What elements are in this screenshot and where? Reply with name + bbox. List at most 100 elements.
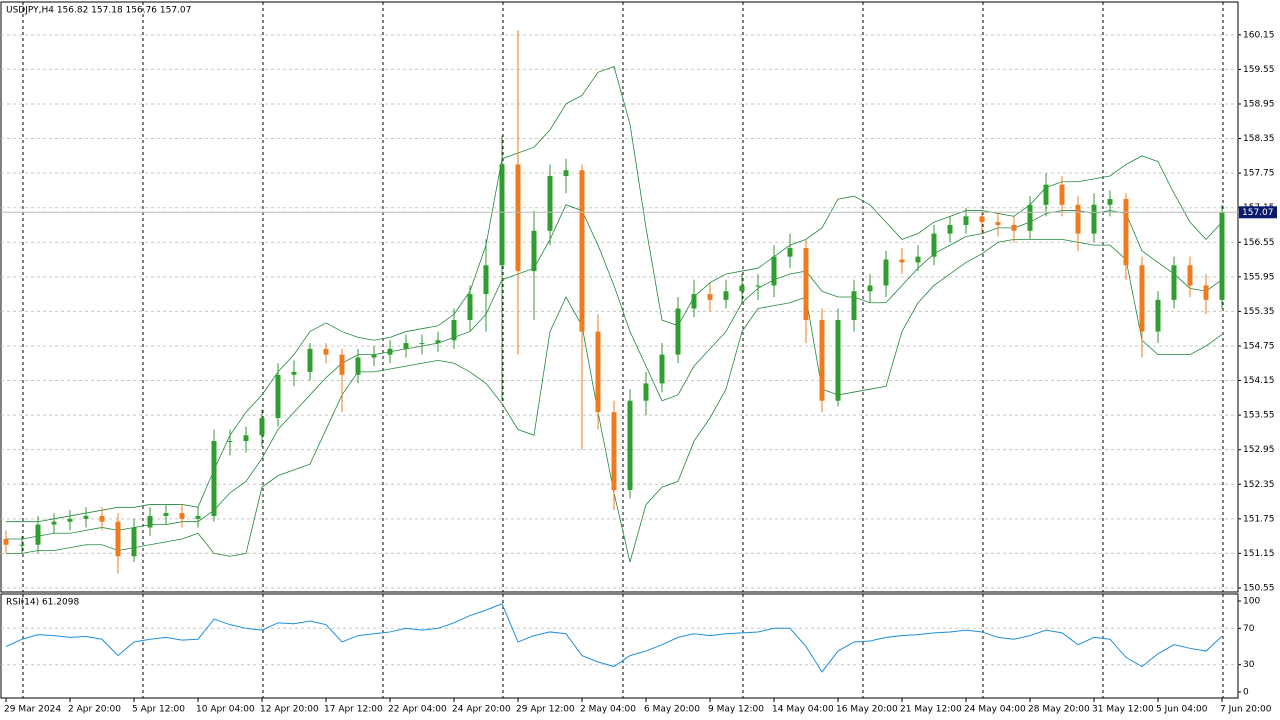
candle-body [915,256,921,263]
y-tick-label: 157.75 [1243,169,1275,179]
candle-body [3,538,9,545]
candle-body [739,285,745,292]
candle-body [883,259,889,286]
y-tick-label: 158.95 [1243,99,1275,109]
candle-body [323,348,329,355]
candle-body [851,291,857,321]
x-tick-label: 29 Mar 2024 [4,705,61,715]
x-tick-label: 14 May 04:00 [772,705,834,715]
candle-body [563,170,569,177]
y-tick-label: 151.15 [1243,549,1275,559]
rsi-line [5,603,1223,673]
candle-body [1203,285,1209,300]
main-frame [0,1,1239,593]
candle-body [899,259,905,263]
candle-body [387,348,393,355]
candle-body [643,383,649,401]
x-tick-label: 16 May 20:00 [836,705,898,715]
y-tick-label: 150.55 [1243,583,1275,593]
candle-body [355,357,361,375]
candle-body [995,222,1001,225]
candle-body [147,515,153,528]
candle-body [83,515,89,519]
candle-body [691,294,697,309]
candle-body [419,343,425,345]
candle-body [1155,299,1161,332]
candle-body [659,354,665,384]
x-tick-label: 29 Apr 12:00 [516,705,575,715]
y-tick-label: 100 [1243,597,1260,607]
candle-body [67,518,73,522]
candle-body [931,233,937,257]
candle-body [275,374,281,418]
candle-body [547,176,553,231]
x-tick-label: 9 May 12:00 [708,705,764,715]
candle-body [835,320,841,401]
candle-body [947,224,953,234]
candle-body [1091,204,1097,234]
candle-body [771,256,777,286]
candle-body [1043,184,1049,205]
candle-body [483,265,489,295]
candle-body [163,513,169,516]
candle-body [1011,224,1017,231]
x-tick-label: 12 Apr 20:00 [260,705,319,715]
candle-body [403,343,409,349]
y-tick-label: 70 [1243,624,1255,634]
candle-body [531,230,537,272]
y-tick-label: 154.75 [1243,341,1275,351]
y-tick-label: 156.55 [1243,238,1275,248]
candle-body [579,170,585,332]
x-tick-label: 28 May 20:00 [1028,705,1090,715]
x-tick-label: 24 May 04:00 [964,705,1026,715]
candle-body [115,521,121,557]
candle-body [307,348,313,372]
rsi-frame [0,593,1239,699]
y-tick-label: 159.55 [1243,65,1275,75]
x-tick-label: 7 Jun 20:00 [1220,705,1272,715]
candle-body [1139,265,1145,332]
y-tick-label: 155.35 [1243,307,1275,317]
candle-body [131,527,137,557]
candle-body [259,417,265,436]
x-tick-label: 21 May 12:00 [900,705,962,715]
candle-body [1219,212,1225,300]
candle-body [35,524,41,545]
candle-body [755,285,761,287]
y-tick-label: 155.95 [1243,272,1275,282]
candle-body [467,294,473,321]
y-tick-label: 160.15 [1243,30,1275,40]
candle-body [1059,184,1065,205]
candle-body [371,354,377,358]
candle-body [435,340,441,344]
current-price: 157.07 [1242,208,1274,218]
candle-body [867,285,873,292]
y-tick-label: 153.55 [1243,411,1275,421]
x-tick-label: 10 Apr 04:00 [196,705,255,715]
x-tick-label: 17 Apr 12:00 [324,705,383,715]
y-tick-label: 154.15 [1243,376,1275,386]
x-tick-label: 2 May 04:00 [580,705,636,715]
candle-body [515,164,521,272]
candle-body [963,216,969,225]
candle-body [291,371,297,375]
candle-body [627,400,633,491]
candle-body [803,248,809,321]
x-tick-label: 5 Jun 04:00 [1156,705,1208,715]
x-tick-label: 5 Apr 12:00 [132,705,185,715]
candle-body [19,544,25,546]
price-box [1239,206,1277,219]
y-tick-label: 158.35 [1243,134,1275,144]
candle-body [227,441,233,443]
candle-body [1107,199,1113,205]
x-tick-label: 31 May 12:00 [1092,705,1154,715]
bollinger-middle [6,204,1223,540]
y-tick-label: 152.95 [1243,445,1275,455]
candle-body [787,248,793,257]
x-tick-label: 2 Apr 20:00 [68,705,121,715]
candle-body [1171,265,1177,300]
candle-body [51,521,57,525]
candle-body [675,308,681,355]
candle-body [195,515,201,519]
candle-body [1123,199,1129,266]
